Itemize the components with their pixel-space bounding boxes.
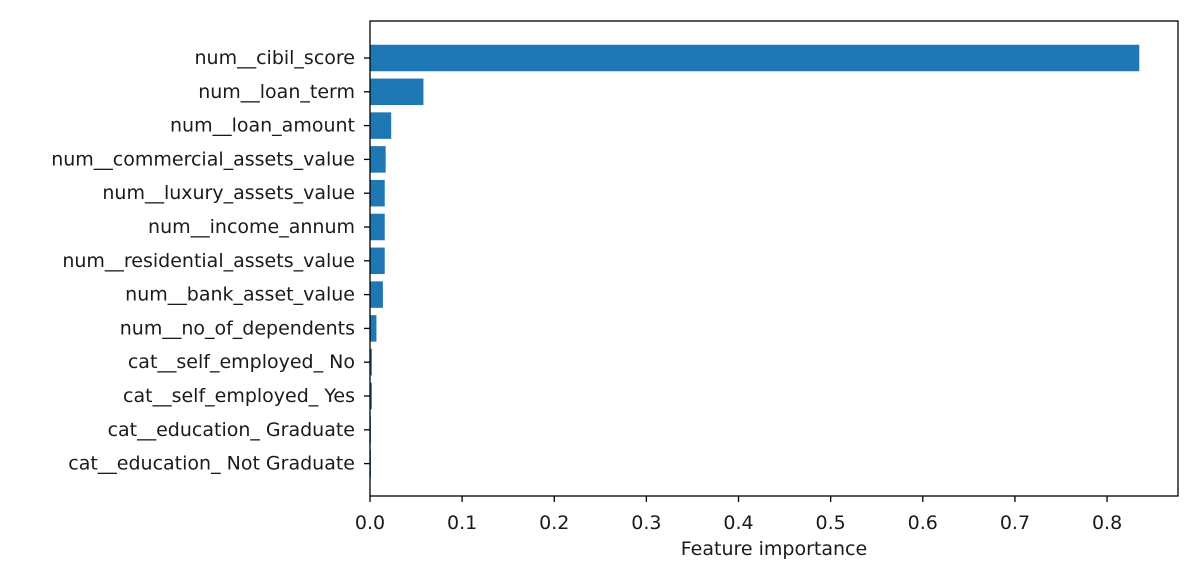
y-tick-label: num__luxury_assets_value [102, 182, 355, 204]
x-tick-label: 0.1 [447, 512, 477, 534]
bar [370, 281, 383, 308]
x-axis: 0.0 0.1 0.2 0.3 0.4 0.5 0.6 0.7 0.8 [355, 496, 1122, 534]
y-tick-label: num__cibil_score [195, 47, 356, 69]
y-tick-label: cat__education_ Not Graduate [68, 453, 355, 475]
y-tick-label: num__loan_amount [170, 115, 355, 137]
x-tick-label: 0.2 [539, 512, 569, 534]
bar [370, 213, 385, 241]
plot-frame [369, 20, 1179, 497]
bar [370, 112, 392, 139]
x-tick-label: 0.0 [355, 512, 385, 534]
y-tick-label: num__no_of_dependents [120, 317, 355, 339]
x-tick-label: 0.5 [816, 512, 846, 534]
bar [370, 315, 377, 342]
y-tick-label: num__commercial_assets_value [51, 148, 355, 170]
y-tick-label: num__bank_asset_value [125, 284, 355, 306]
x-tick-label: 0.6 [908, 512, 938, 534]
bar [370, 78, 424, 106]
y-tick-label: num__loan_term [198, 81, 355, 103]
y-tick-label: num__income_annum [148, 216, 355, 238]
x-axis-label: Feature importance [681, 538, 867, 560]
x-tick-label: 0.8 [1092, 512, 1122, 534]
bar [370, 179, 385, 207]
bar [370, 247, 385, 275]
y-tick-label: cat__education_ Graduate [108, 419, 355, 441]
bar [370, 382, 372, 410]
x-tick-label: 0.3 [631, 512, 661, 534]
bar [370, 44, 1140, 72]
bar [370, 348, 372, 376]
bar [370, 146, 386, 173]
y-tick-label: cat__self_employed_ No [128, 351, 355, 373]
x-tick-label: 0.4 [723, 512, 753, 534]
y-tick-label: num__residential_assets_value [62, 250, 355, 272]
y-axis: num__cibil_score num__loan_term num__loan_… [51, 47, 370, 475]
y-tick-label: cat__self_employed_ Yes [123, 385, 355, 407]
x-tick-label: 0.7 [1000, 512, 1030, 534]
bars-group [370, 44, 1140, 477]
